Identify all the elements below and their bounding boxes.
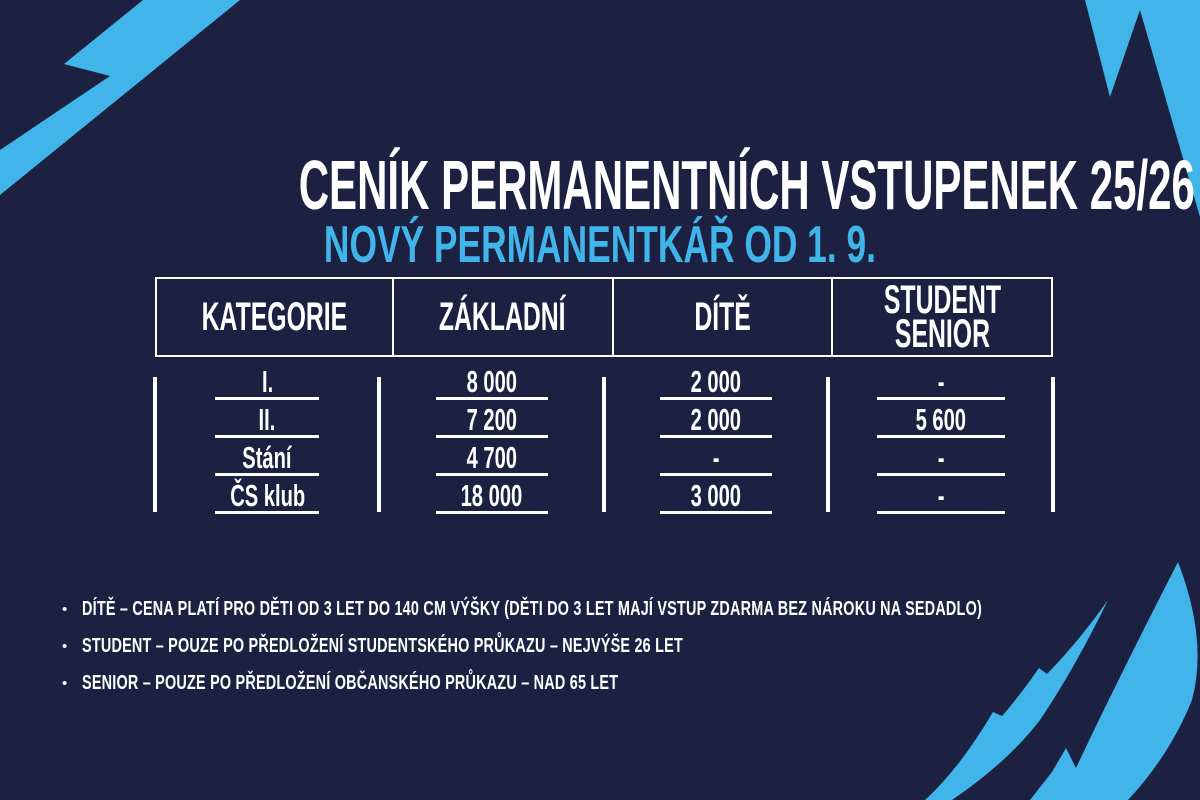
footnote-student: • STUDENT – POUZE PO PŘEDLOŽENÍ STUDENTS… — [62, 628, 1152, 665]
bullet-icon: • — [62, 675, 68, 692]
column-divider — [826, 377, 830, 512]
cell-dite: 2 000 — [604, 362, 829, 400]
header-cell-kategorie: KATEGORIE — [157, 279, 394, 355]
cell-underline — [876, 435, 1005, 438]
cell-zakladni: 4 700 — [380, 438, 605, 476]
cell-underline — [435, 473, 548, 476]
cell-value: - — [937, 477, 945, 513]
cell-dite: 2 000 — [604, 400, 829, 438]
footnote-text: SENIOR – POUZE PO PŘEDLOŽENÍ OBČANSKÉHO … — [82, 672, 619, 694]
header-label: KATEGORIE — [201, 295, 348, 339]
table-row: Stání 4 700 - - — [155, 438, 1053, 476]
cell-value: 3 000 — [691, 477, 742, 513]
cell-underline — [876, 397, 1005, 400]
page-title: CENÍK PERMANENTNÍCH VSTUPENEK 25/26 — [0, 150, 1200, 220]
page-title-text: CENÍK PERMANENTNÍCH VSTUPENEK 25/26 — [298, 145, 1195, 224]
cell-underline — [876, 511, 1005, 514]
cell-value: Stání — [242, 439, 292, 475]
cell-student-senior: - — [829, 476, 1054, 514]
header-label: ZÁKLADNÍ — [439, 295, 567, 339]
cell-value: - — [712, 439, 720, 475]
bullet-icon: • — [62, 601, 68, 618]
cell-value: 2 000 — [691, 363, 742, 399]
page-subtitle: NOVÝ PERMANENTKÁŘ OD 1. 9. — [0, 219, 1200, 271]
cell-underline — [435, 397, 548, 400]
cell-zakladni: 7 200 — [380, 400, 605, 438]
header-cell-zakladni: ZÁKLADNÍ — [394, 279, 614, 355]
column-divider — [602, 377, 606, 512]
cell-value: 2 000 — [691, 401, 742, 437]
cell-category: Stání — [155, 438, 380, 476]
cell-zakladni: 18 000 — [380, 476, 605, 514]
cell-underline — [215, 511, 320, 514]
cell-student-senior: 5 600 — [829, 400, 1054, 438]
header-cell-student-senior: STUDENT SENIOR — [833, 279, 1051, 355]
cell-underline — [215, 397, 320, 400]
cell-value: 5 600 — [915, 401, 966, 437]
cell-underline — [660, 511, 773, 514]
price-table-header: KATEGORIE ZÁKLADNÍ DÍTĚ STUDENT SENIOR — [155, 277, 1053, 357]
cell-dite: 3 000 — [604, 476, 829, 514]
header-label: STUDENT SENIOR — [883, 278, 1001, 356]
price-table-body: I. 8 000 2 000 - II. 7 200 2 000 5 600 S… — [155, 362, 1053, 514]
column-divider — [153, 377, 157, 512]
footnote-senior: • SENIOR – POUZE PO PŘEDLOŽENÍ OBČANSKÉH… — [62, 665, 1152, 702]
table-row: I. 8 000 2 000 - — [155, 362, 1053, 400]
cell-underline — [660, 397, 773, 400]
cell-value: 7 200 — [466, 401, 517, 437]
cell-value: II. — [258, 401, 276, 437]
cell-category: ČS klub — [155, 476, 380, 514]
cell-underline — [215, 473, 320, 476]
cell-underline — [660, 435, 773, 438]
cell-underline — [876, 473, 1005, 476]
column-divider — [1051, 377, 1055, 512]
cell-value: I. — [261, 363, 273, 399]
cell-category: II. — [155, 400, 380, 438]
cell-student-senior: - — [829, 438, 1054, 476]
header-cell-dite: DÍTĚ — [614, 279, 834, 355]
column-divider — [377, 377, 381, 512]
cell-underline — [660, 473, 773, 476]
table-row: ČS klub 18 000 3 000 - — [155, 476, 1053, 514]
bullet-icon: • — [62, 638, 68, 655]
cell-underline — [435, 511, 548, 514]
cell-underline — [215, 435, 320, 438]
table-row: II. 7 200 2 000 5 600 — [155, 400, 1053, 438]
cell-student-senior: - — [829, 362, 1054, 400]
footnotes: • DÍTĚ – CENA PLATÍ PRO DĚTI OD 3 LET DO… — [62, 591, 1152, 702]
cell-category: I. — [155, 362, 380, 400]
cell-value: 18 000 — [460, 477, 523, 513]
footnote-dite: • DÍTĚ – CENA PLATÍ PRO DĚTI OD 3 LET DO… — [62, 591, 1152, 628]
cell-value: ČS klub — [229, 477, 305, 513]
cell-value: 8 000 — [466, 363, 517, 399]
cell-dite: - — [604, 438, 829, 476]
footnote-text: DÍTĚ – CENA PLATÍ PRO DĚTI OD 3 LET DO 1… — [82, 598, 983, 620]
page-subtitle-text: NOVÝ PERMANENTKÁŘ OD 1. 9. — [323, 216, 877, 275]
cell-value: - — [937, 363, 945, 399]
cell-value: - — [937, 439, 945, 475]
header-label: DÍTĚ — [694, 295, 751, 339]
cell-zakladni: 8 000 — [380, 362, 605, 400]
cell-value: 4 700 — [466, 439, 517, 475]
cell-underline — [435, 435, 548, 438]
footnote-text: STUDENT – POUZE PO PŘEDLOŽENÍ STUDENTSKÉ… — [82, 635, 683, 657]
